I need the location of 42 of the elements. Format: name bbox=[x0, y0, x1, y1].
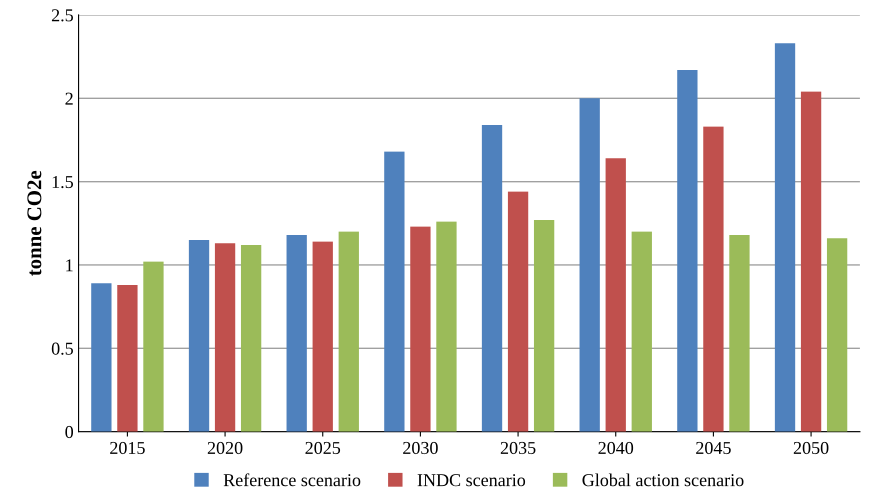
legend-label: INDC scenario bbox=[418, 474, 526, 486]
bar bbox=[508, 192, 528, 432]
y-axis-title: tonne CO2e bbox=[27, 170, 42, 276]
bar bbox=[826, 238, 848, 432]
bar bbox=[214, 243, 236, 432]
x-tick-label: 2035 bbox=[500, 442, 536, 454]
bar bbox=[774, 43, 796, 432]
bar bbox=[534, 220, 554, 432]
bar bbox=[91, 283, 112, 432]
x-tick-label: 2040 bbox=[598, 442, 634, 454]
bar bbox=[677, 70, 698, 432]
bar bbox=[240, 244, 262, 432]
y-tick-label: 0 bbox=[65, 426, 74, 438]
bar bbox=[143, 262, 164, 432]
bar bbox=[606, 158, 626, 432]
bar bbox=[632, 232, 652, 432]
bar bbox=[188, 240, 210, 432]
bar bbox=[800, 92, 822, 432]
bar bbox=[482, 124, 502, 432]
bar bbox=[580, 98, 600, 432]
x-tick-label: 2025 bbox=[305, 442, 340, 454]
x-tick-label: 2020 bbox=[208, 442, 242, 454]
bar bbox=[703, 126, 724, 432]
legend-label: Global action scenario bbox=[582, 474, 744, 486]
x-tick-label: 2045 bbox=[696, 442, 731, 454]
bar bbox=[436, 222, 457, 432]
legend-label: Reference scenario bbox=[224, 473, 360, 486]
bar bbox=[384, 152, 405, 432]
bar bbox=[410, 226, 431, 432]
bar bbox=[117, 284, 138, 432]
x-tick-label: 2050 bbox=[794, 442, 828, 454]
x-tick-label: 2015 bbox=[110, 442, 145, 454]
bar bbox=[312, 242, 333, 432]
y-tick-label: 0.5 bbox=[52, 342, 74, 355]
bar bbox=[286, 234, 307, 432]
y-tick-label: 1 bbox=[66, 259, 73, 272]
y-tick-label: 1.5 bbox=[52, 176, 74, 188]
x-tick-label: 2030 bbox=[403, 442, 438, 454]
y-tick-label: 2.5 bbox=[52, 9, 74, 22]
bar bbox=[338, 232, 359, 432]
bar bbox=[729, 234, 750, 432]
y-tick-label: 2 bbox=[65, 92, 73, 105]
